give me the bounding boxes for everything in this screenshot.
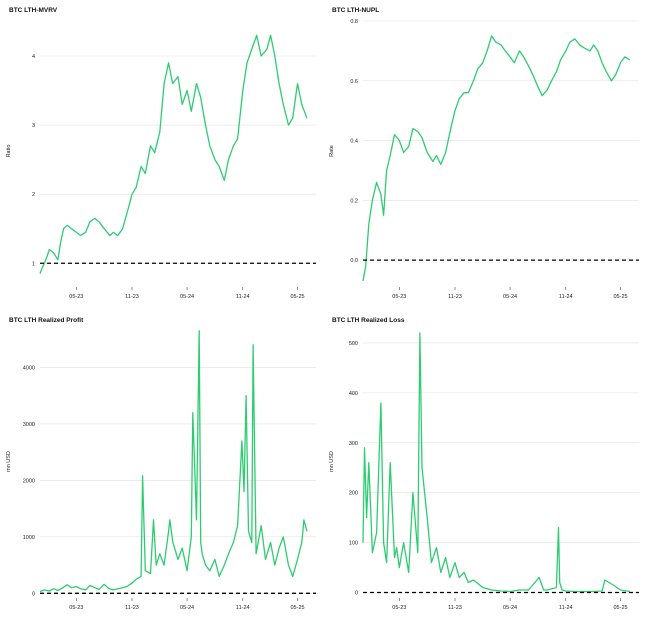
y-tick-label: 200 [349, 491, 358, 497]
y-axis-label: Ratio [6, 145, 12, 158]
x-tick-label: 11-24 [236, 605, 250, 611]
chart-svg: 0.0 0.2 0.4 0.6 0.8 05-23 11-23 05-24 11-24 05-25… [329, 19, 639, 300]
chart-lth-mvrv: 1 2 3 4 05-23 11-23 05-24 11-24 05-25 Ratio BTC L… [0, 0, 323, 310]
x-tick-label: 05-24 [180, 605, 194, 611]
y-tick-label: 500 [349, 341, 358, 347]
chart-svg: 0 1000 2000 3000 4000 05-23 11-23 05-24 11-24 05-… [6, 330, 316, 611]
x-tick-label: 05-23 [69, 294, 83, 300]
y-tick-label: 4000 [23, 366, 35, 372]
y-tick-label: 1000 [23, 535, 35, 541]
x-tick-label: 05-24 [180, 294, 194, 300]
x-tick-label: 05-24 [503, 294, 517, 300]
x-tick-label: 11-23 [448, 605, 462, 611]
series-line [362, 35, 631, 282]
y-tick-label: 3000 [23, 422, 35, 428]
x-tick-label: 05-24 [503, 605, 517, 611]
x-tick-label: 05-23 [392, 605, 406, 611]
series-line [362, 332, 631, 593]
y-tick-label: 100 [349, 541, 358, 547]
y-axis-label: mn USD [6, 451, 12, 472]
x-tick-label: 11-23 [448, 294, 462, 300]
x-tick-label: 05-25 [614, 294, 628, 300]
x-tick-label: 11-24 [236, 294, 250, 300]
series-line [39, 330, 308, 593]
x-tick-label: 11-23 [125, 605, 139, 611]
y-tick-label: 1 [32, 261, 35, 267]
x-tick-label: 05-23 [69, 605, 83, 611]
x-tick-label: 11-24 [559, 294, 573, 300]
x-tick-label: 05-25 [614, 605, 628, 611]
y-tick-label: 0.2 [350, 198, 358, 204]
x-tick-label: 05-25 [291, 605, 305, 611]
y-tick-label: 400 [349, 391, 358, 397]
series-line [39, 34, 308, 274]
x-tick-label: 11-24 [559, 605, 573, 611]
chart-title: BTC LTH Realized Profit [9, 317, 84, 324]
y-tick-label: 2 [32, 192, 35, 198]
y-tick-label: 0.6 [350, 79, 358, 85]
y-axis-label: Rate [329, 145, 335, 157]
y-tick-label: 0 [355, 591, 358, 597]
y-tick-label: 0.0 [350, 258, 358, 264]
y-tick-label: 4 [32, 54, 35, 60]
x-tick-label: 11-23 [125, 294, 139, 300]
y-axis-label: mn USD [329, 451, 335, 472]
chart-lth-realized-profit: 0 1000 2000 3000 4000 05-23 11-23 05-24 11-24 05-… [0, 310, 323, 621]
y-tick-label: 3 [32, 123, 35, 129]
x-tick-label: 05-25 [291, 294, 305, 300]
x-tick-label: 05-23 [392, 294, 406, 300]
chart-svg: 0 100 200 300 400 500 05-23 11-23 05-24 11-24 05-2… [329, 332, 639, 611]
chart-lth-nupl: 0.0 0.2 0.4 0.6 0.8 05-23 11-23 05-24 11-24 05-25… [323, 0, 646, 310]
y-tick-label: 0.8 [350, 19, 358, 25]
chart-title: BTC LTH-NUPL [332, 7, 380, 14]
chart-svg: 1 2 3 4 05-23 11-23 05-24 11-24 05-25 Ratio [6, 34, 316, 300]
y-tick-label: 2000 [23, 478, 35, 484]
y-tick-label: 300 [349, 441, 358, 447]
y-tick-label: 0.4 [350, 139, 358, 145]
chart-title: BTC LTH-MVRV [9, 7, 58, 14]
chart-title: BTC LTH Realized Loss [332, 317, 405, 324]
chart-lth-realized-loss: 0 100 200 300 400 500 05-23 11-23 05-24 11-24 05-2… [323, 310, 646, 621]
y-tick-label: 0 [32, 591, 35, 597]
